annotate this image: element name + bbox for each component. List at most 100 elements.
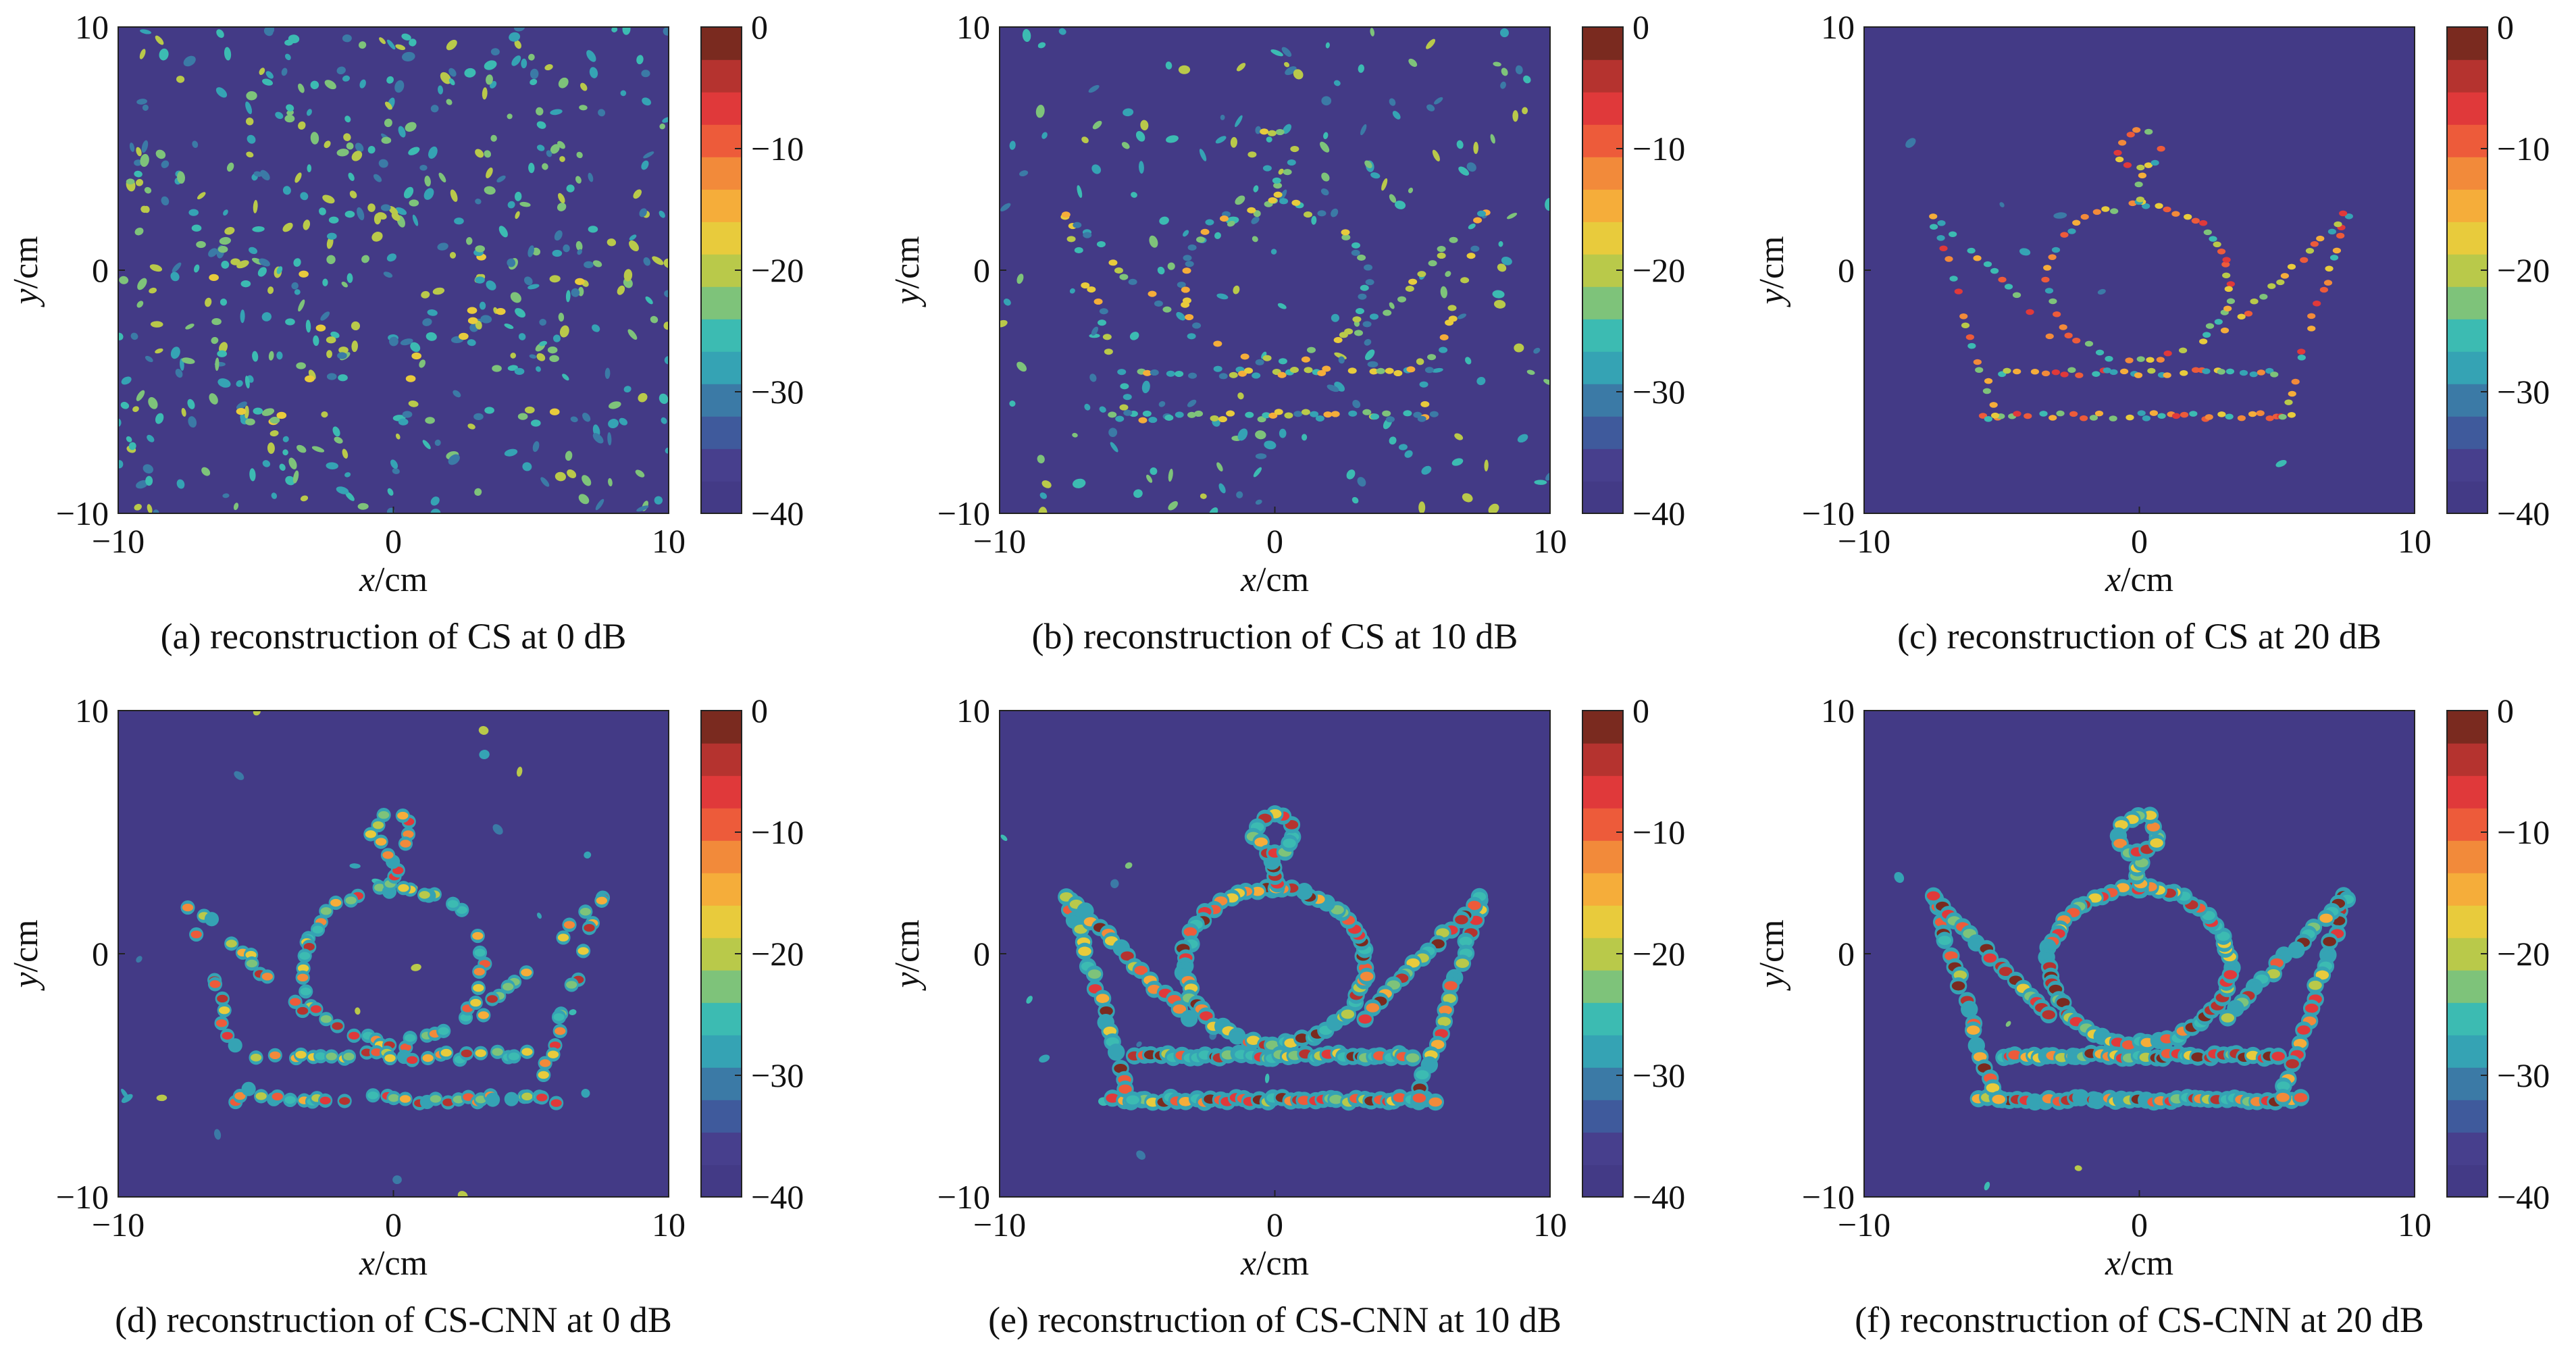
colorbar-segment: [701, 416, 742, 449]
crown-point: [2043, 265, 2052, 271]
crown-point: [1460, 277, 1470, 284]
speckle: [373, 213, 382, 225]
speckle: [298, 83, 305, 93]
crown-point: [1405, 285, 1414, 292]
speckle: [1458, 166, 1470, 176]
crown-point: [407, 1056, 418, 1065]
speckle: [1237, 392, 1244, 400]
crown-point: [2095, 349, 2105, 356]
speckle: [1302, 434, 1308, 441]
crown-point: [1295, 1033, 1309, 1043]
speckle: [484, 150, 492, 158]
crown-point: [2249, 371, 2258, 378]
speckle: [303, 220, 311, 230]
colorbar-segment: [2447, 124, 2488, 157]
speckle: [394, 80, 405, 93]
x-tick-label: 0: [385, 522, 402, 560]
crown-point: [1237, 370, 1247, 377]
crown-point: [1278, 358, 1287, 365]
crown-point: [2265, 415, 2274, 421]
speckle: [253, 711, 261, 716]
colorbar-segment: [2447, 27, 2488, 60]
crown-point: [584, 924, 595, 932]
speckle: [395, 207, 407, 215]
crown-point: [1079, 906, 1092, 916]
speckle: [144, 186, 152, 194]
speckle: [421, 290, 430, 299]
crown-point: [563, 921, 575, 929]
crown-point: [2270, 371, 2279, 378]
crown-point: [269, 1051, 281, 1060]
speckle: [448, 454, 460, 465]
speckle: [507, 201, 515, 209]
speckle: [448, 68, 457, 77]
crown-point: [1939, 245, 1948, 252]
x-tick-label: −10: [973, 522, 1026, 560]
panel-caption: (f) reconstruction of CS-CNN at 20 dB: [1855, 1300, 2424, 1340]
crown-point: [2060, 232, 2069, 238]
crown-point: [1973, 359, 1982, 365]
crown-point: [361, 1048, 373, 1056]
speckle: [530, 68, 539, 79]
crown-point: [492, 1048, 503, 1056]
crown-point: [1385, 416, 1395, 423]
crown-point: [1403, 410, 1412, 417]
crown-point: [2259, 294, 2268, 300]
speckle: [326, 236, 334, 249]
x-tick-label: −10: [92, 522, 145, 560]
colorbar-segment: [701, 384, 742, 417]
crown-point: [1154, 300, 1163, 307]
colorbar-segment: [701, 27, 742, 60]
crown-point: [2191, 367, 2200, 374]
speckle: [343, 133, 351, 141]
crown-point: [1290, 145, 1299, 153]
speckle: [1533, 347, 1541, 354]
crown-point: [1087, 969, 1102, 979]
crown-point: [1357, 254, 1366, 261]
crown-point: [495, 308, 506, 315]
colorbar-tick-label: −20: [1632, 251, 1685, 289]
crown-point: [1443, 994, 1456, 1004]
speckle: [457, 1191, 468, 1197]
crown-point: [219, 1006, 230, 1015]
crown-point: [2244, 311, 2253, 317]
crown-point: [1307, 347, 1316, 353]
speckle: [281, 68, 288, 76]
crown-point: [1148, 417, 1158, 424]
speckle: [1512, 110, 1519, 122]
speckle: [1543, 379, 1550, 386]
crown-point: [382, 851, 394, 859]
speckle: [608, 401, 621, 409]
crown-point: [310, 1005, 322, 1013]
speckle: [201, 467, 211, 476]
crown-point: [2250, 298, 2259, 305]
speckle: [1346, 469, 1356, 480]
colorbar-segment: [1582, 416, 1623, 449]
speckle: [1457, 313, 1467, 319]
speckle: [635, 469, 645, 478]
y-tick-label: 0: [1838, 251, 1855, 289]
colorbar-segment: [1582, 1002, 1623, 1035]
speckle: [1484, 459, 1489, 471]
speckle: [419, 359, 426, 368]
speckle: [1255, 453, 1267, 459]
crown-point: [2147, 367, 2156, 374]
speckle: [536, 107, 544, 116]
crown-point: [1989, 402, 1998, 408]
speckle: [1166, 135, 1179, 143]
speckle: [262, 460, 271, 467]
crown-point: [343, 1052, 355, 1060]
speckle: [126, 436, 132, 442]
crown-point: [1984, 416, 1992, 422]
speckle: [181, 407, 186, 417]
crown-point: [1272, 177, 1281, 184]
speckle: [426, 332, 437, 341]
crown-point: [1439, 334, 1449, 341]
speckle: [1146, 474, 1153, 483]
crown-point: [2146, 822, 2160, 832]
crown-point: [2138, 172, 2147, 179]
speckle: [430, 496, 440, 506]
panel-f: −10 0 10 10 0 −10 x/cm y/cm (f) reconstruction o…: [1753, 692, 2550, 1340]
crown-point: [2013, 368, 2021, 375]
crown-point: [1181, 301, 1190, 308]
